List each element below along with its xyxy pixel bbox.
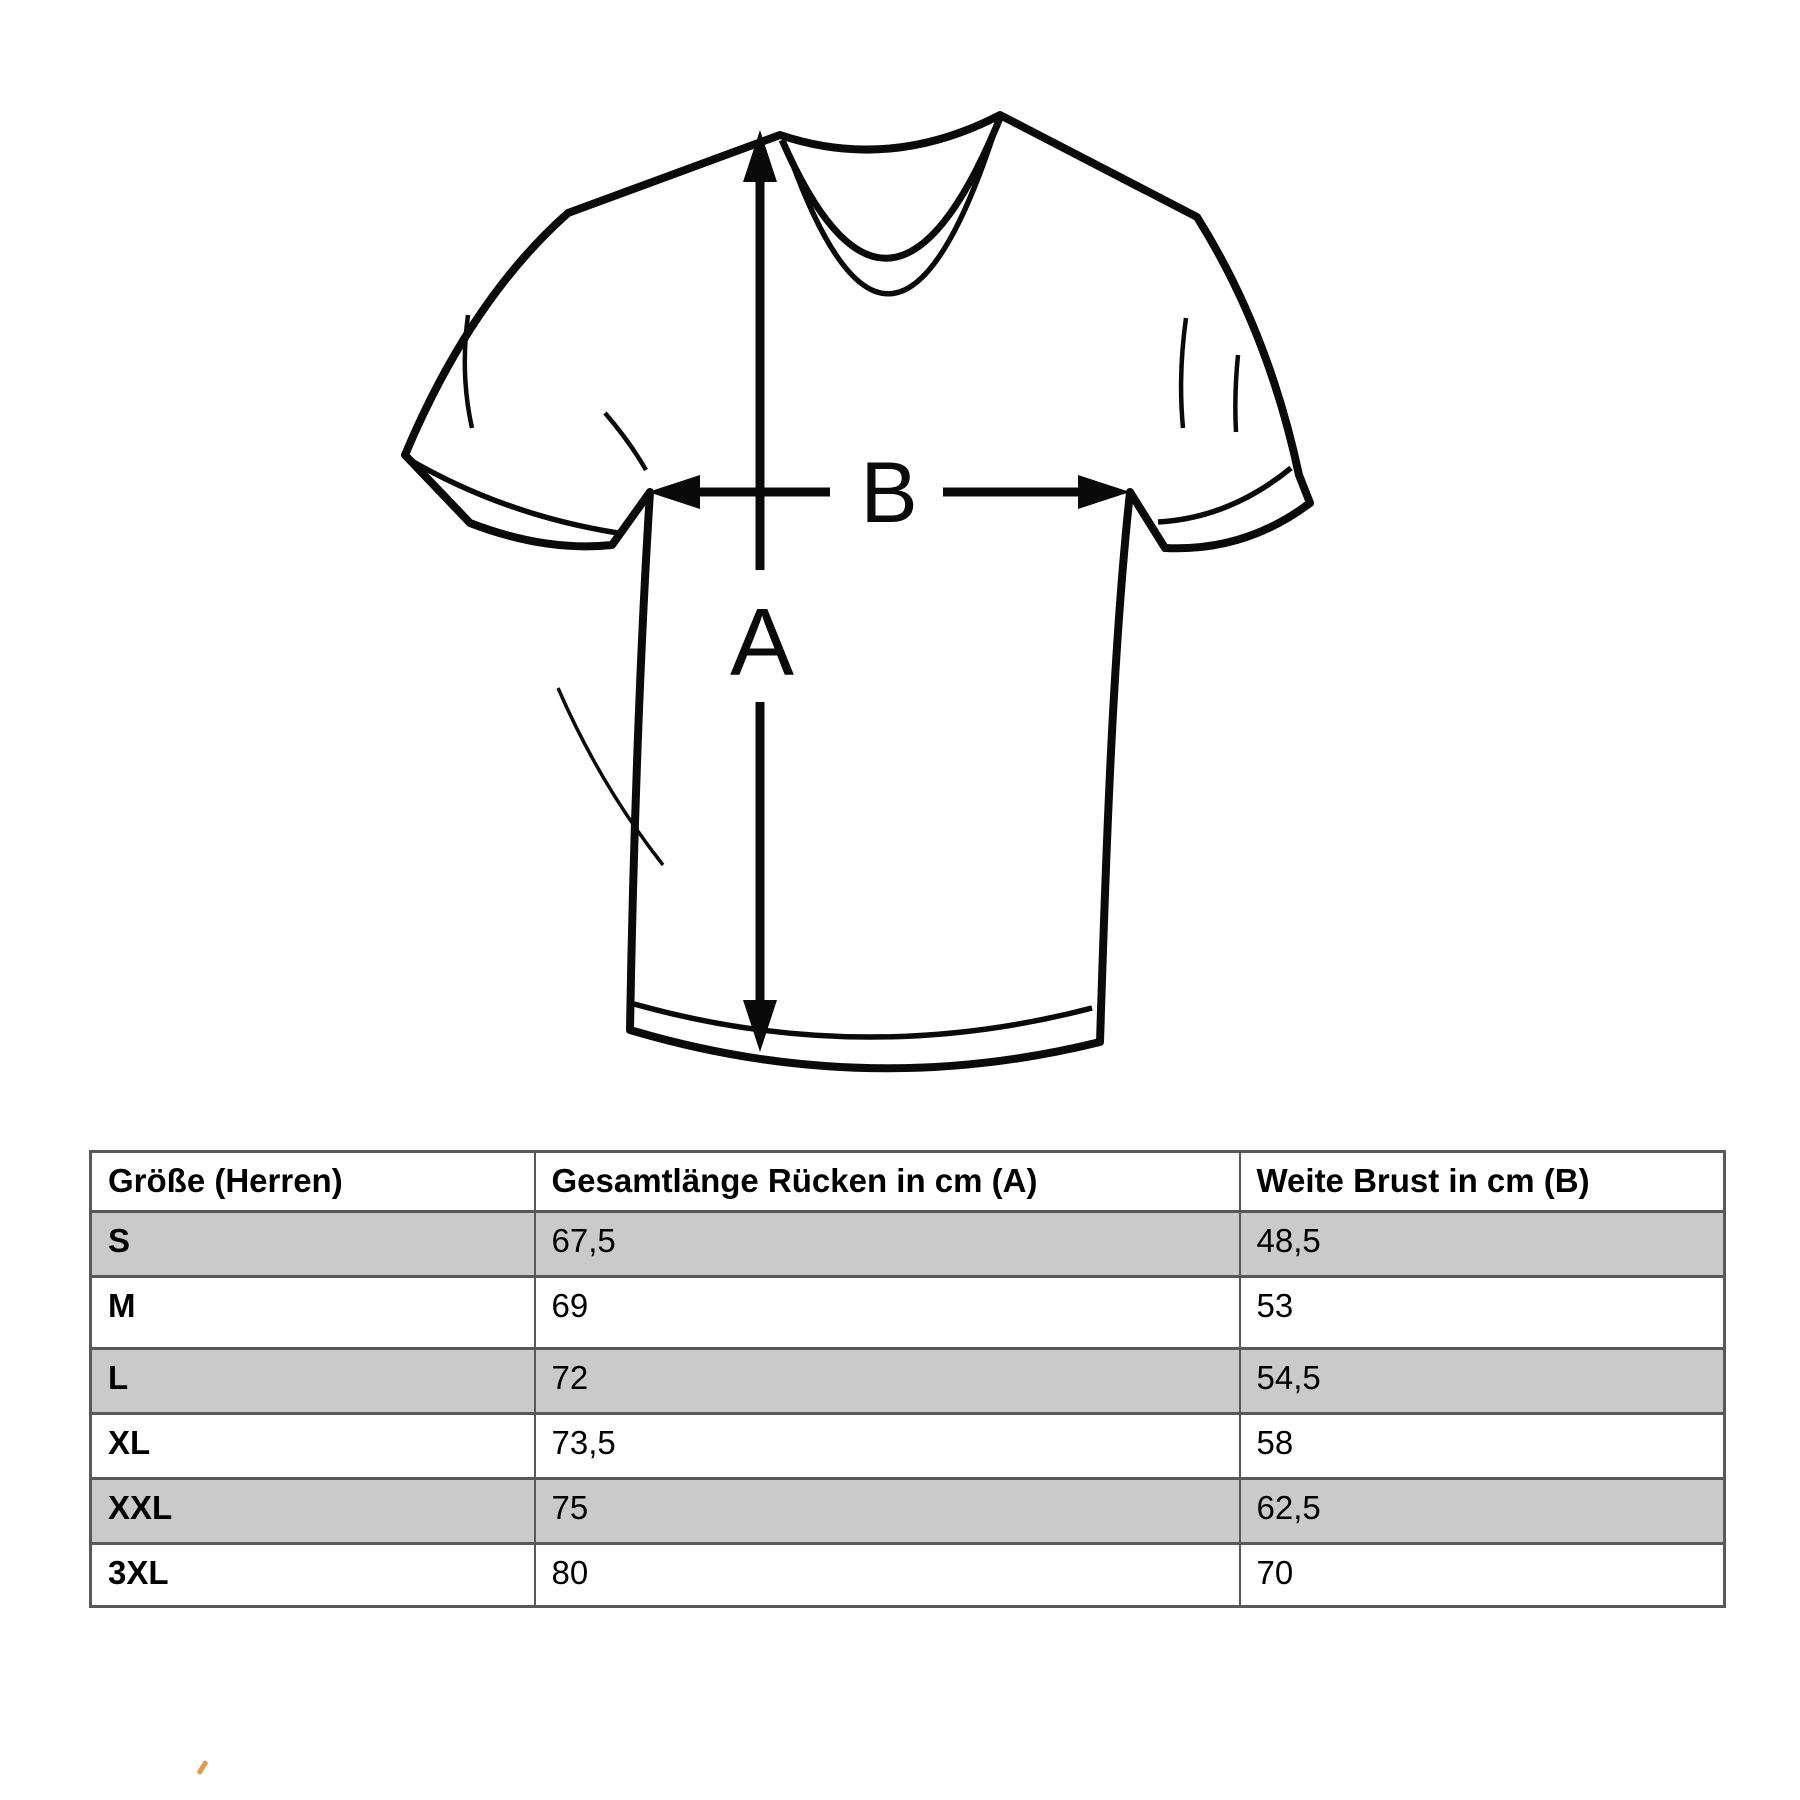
body-wrinkle-line xyxy=(556,687,665,867)
header-chest: Weite Brust in cm (B) xyxy=(1238,1150,1726,1213)
header-length: Gesamtlänge Rücken in cm (A) xyxy=(533,1150,1241,1213)
chest-value: 62,5 xyxy=(1238,1477,1726,1545)
table-row-xxl: XXL 75 62,5 xyxy=(89,1477,1726,1545)
speck-artifact xyxy=(196,1759,209,1776)
size-label: M xyxy=(89,1275,536,1350)
chest-value: 53 xyxy=(1238,1275,1726,1350)
table-row-l: L 72 54,5 xyxy=(89,1347,1726,1415)
header-size: Größe (Herren) xyxy=(89,1150,536,1213)
size-table: Größe (Herren) Gesamtlänge Rücken in cm … xyxy=(89,1150,1726,1608)
hem-band-line xyxy=(633,1001,1093,1040)
length-value: 80 xyxy=(533,1542,1241,1608)
length-value: 72 xyxy=(533,1347,1241,1415)
table-row-xl: XL 73,5 58 xyxy=(89,1412,1726,1480)
table-row-s: S 67,5 48,5 xyxy=(89,1210,1726,1278)
right-cuff-seam-line xyxy=(1157,465,1293,525)
size-label: XXL xyxy=(89,1477,536,1545)
size-label: S xyxy=(89,1210,536,1278)
label-b: B xyxy=(860,445,917,541)
tshirt-outline xyxy=(401,111,1314,1073)
table-header-row: Größe (Herren) Gesamtlänge Rücken in cm … xyxy=(89,1150,1726,1213)
right-sleeve-wrinkle-line xyxy=(1178,317,1189,429)
table-row-3xl: 3XL 80 70 xyxy=(89,1542,1726,1608)
chest-value: 58 xyxy=(1238,1412,1726,1480)
length-value: 69 xyxy=(533,1275,1241,1350)
length-value: 75 xyxy=(533,1477,1241,1545)
chest-arrow-b xyxy=(648,475,1130,509)
chest-value: 48,5 xyxy=(1238,1210,1726,1278)
label-a: A xyxy=(730,589,794,696)
collar-inner-line xyxy=(789,135,996,297)
chest-value: 54,5 xyxy=(1238,1347,1726,1415)
size-label: L xyxy=(89,1347,536,1415)
length-arrow-a xyxy=(743,130,777,1052)
right-sleeve-wrinkle-line-2 xyxy=(1233,354,1241,433)
collar-outer-line xyxy=(778,116,1004,262)
length-value: 67,5 xyxy=(533,1210,1241,1278)
size-label: 3XL xyxy=(89,1542,536,1608)
left-armpit-wrinkle-line xyxy=(603,411,648,472)
tshirt-measurement-diagram: A B xyxy=(401,111,1314,1073)
size-label: XL xyxy=(89,1412,536,1480)
table-row-m: M 69 53 xyxy=(89,1275,1726,1350)
left-sleeve-wrinkle-line xyxy=(462,314,475,429)
left-cuff-seam-line xyxy=(408,457,619,536)
chest-value: 70 xyxy=(1238,1542,1726,1608)
length-value: 73,5 xyxy=(533,1412,1241,1480)
